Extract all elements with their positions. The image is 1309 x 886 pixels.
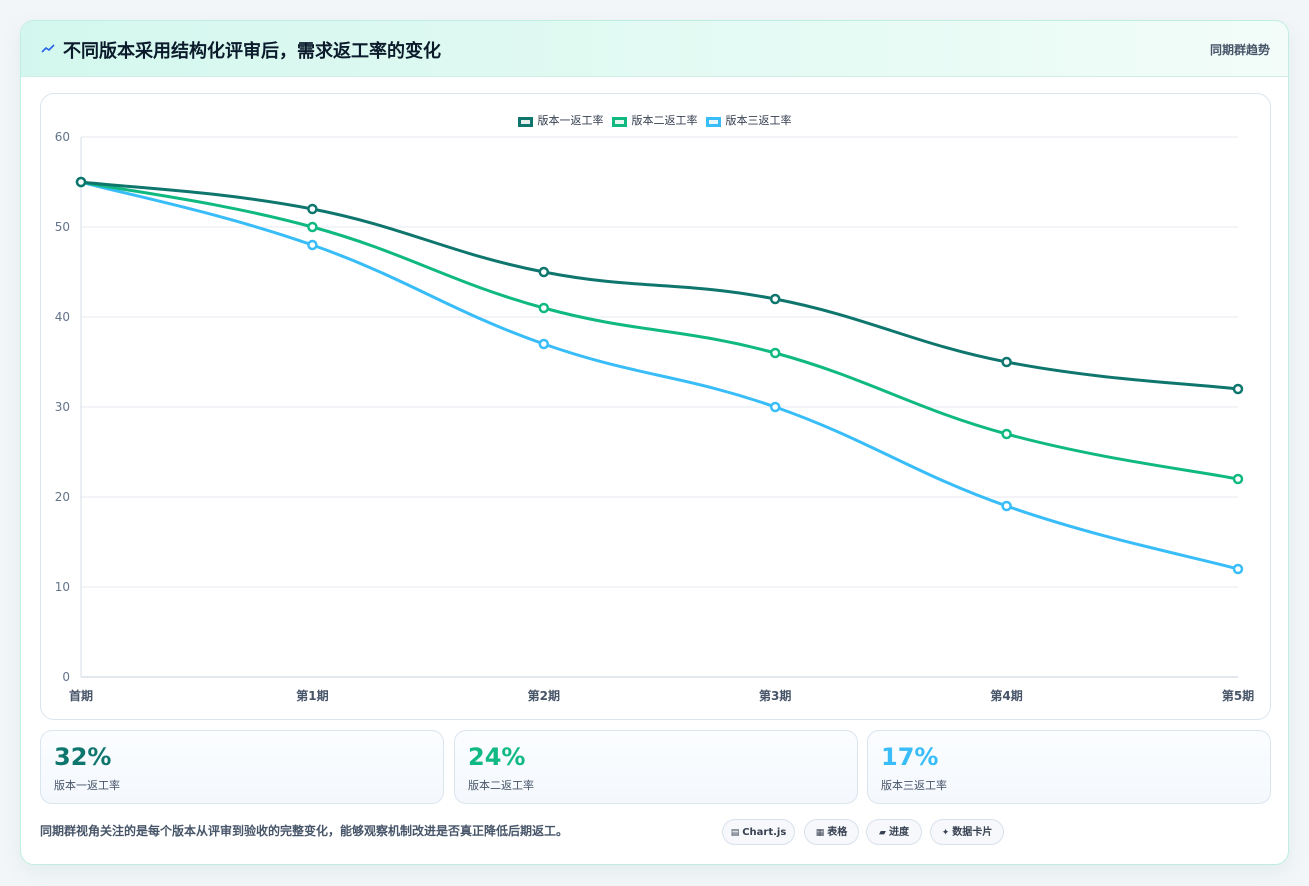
header-tag: 同期群趋势 <box>1209 43 1270 57</box>
pill-progress[interactable]: ▰ 进度 <box>866 819 922 845</box>
series-line-2 <box>79 180 1240 481</box>
y-tick-label: 50 <box>55 220 70 234</box>
x-tick-label: 第4期 <box>990 688 1022 703</box>
stat-value: 17% <box>881 743 939 771</box>
data-point-series-1 <box>75 176 87 188</box>
sparkle-icon: ✦ <box>941 828 950 838</box>
pill-table[interactable]: ▦ 表格 <box>804 819 859 845</box>
data-point-series-3 <box>1001 500 1012 512</box>
y-tick-label: 30 <box>55 400 70 414</box>
data-point-series-2 <box>307 221 318 233</box>
y-tick-label: 10 <box>55 580 70 594</box>
series-line-3 <box>79 180 1240 571</box>
x-tick-label: 第5期 <box>1222 688 1254 703</box>
stat-card-series-3: 17% 版本三返工率 <box>867 730 1271 804</box>
y-tick-label: 20 <box>55 490 70 504</box>
pill-label: Chart.js <box>742 827 787 838</box>
line-chart: 0 10 20 30 40 50 60 首期 第1期 第2期 第3期 第4期 第5期 <box>55 130 1254 703</box>
y-tick-label: 0 <box>62 670 70 684</box>
data-point-series-3 <box>769 401 781 413</box>
y-tick-label: 40 <box>55 310 70 324</box>
data-point-series-2 <box>1232 473 1244 485</box>
data-point-series-1 <box>1232 383 1244 395</box>
pill-label: 表格 <box>827 827 848 838</box>
stat-label: 版本三返工率 <box>881 779 947 792</box>
trend-icon <box>41 44 55 53</box>
stat-card-series-2: 24% 版本二返工率 <box>454 730 858 804</box>
pill-data-card[interactable]: ✦ 数据卡片 <box>930 819 1004 845</box>
card-header: 不同版本采用结构化评审后，需求返工率的变化 同期群趋势 <box>21 21 1288 77</box>
data-point-series-2 <box>769 347 781 359</box>
progress-icon: ▰ <box>879 828 886 838</box>
pill-label: 数据卡片 <box>952 827 993 838</box>
x-tick-label: 首期 <box>69 688 93 703</box>
page-title: 不同版本采用结构化评审后，需求返工率的变化 <box>63 41 441 62</box>
chart-icon: ▤ <box>730 828 740 838</box>
legend-swatch-series-1 <box>517 117 533 127</box>
dashboard-card: 不同版本采用结构化评审后，需求返工率的变化 同期群趋势 版本一返工率 版本二返工… <box>20 20 1289 865</box>
data-point-series-3 <box>1232 563 1244 575</box>
stat-card-series-1: 32% 版本一返工率 <box>40 730 444 804</box>
data-point-series-1 <box>307 203 318 215</box>
table-icon: ▦ <box>815 828 825 838</box>
series-line-1 <box>79 180 1240 391</box>
legend-item-series-2[interactable]: 版本二返工率 <box>611 112 698 128</box>
data-point-series-1 <box>769 293 781 305</box>
data-point-series-3 <box>307 239 318 251</box>
legend-swatch-series-2 <box>611 117 627 127</box>
stat-value: 24% <box>468 743 526 771</box>
data-point-series-1 <box>538 266 550 278</box>
data-point-series-2 <box>538 302 550 314</box>
legend-label-series-1: 版本一返工率 <box>537 114 604 127</box>
legend-label-series-3: 版本三返工率 <box>725 114 792 127</box>
stat-value: 32% <box>54 743 112 771</box>
pill-chartjs[interactable]: ▤ Chart.js <box>722 819 795 845</box>
footnote: 同期群视角关注的是每个版本从评审到验收的完整变化，能够观察机制改进是否真正降低后… <box>40 824 569 838</box>
x-tick-label: 第1期 <box>296 688 328 703</box>
data-point-series-3 <box>538 338 550 350</box>
x-tick-label: 第2期 <box>528 688 560 703</box>
x-tick-label: 第3期 <box>759 688 791 703</box>
chart-legend: 版本一返工率 版本二返工率 版本三返工率 <box>21 112 1288 128</box>
legend-swatch-series-3 <box>705 117 721 127</box>
legend-item-series-3[interactable]: 版本三返工率 <box>705 112 792 128</box>
y-tick-label: 60 <box>55 130 70 144</box>
data-point-series-2 <box>1001 428 1012 440</box>
stat-label: 版本二返工率 <box>468 779 534 792</box>
pill-label: 进度 <box>888 827 909 838</box>
data-point-series-1 <box>1001 356 1012 368</box>
legend-item-series-1[interactable]: 版本一返工率 <box>517 112 604 128</box>
stat-label: 版本一返工率 <box>54 779 120 792</box>
legend-label-series-2: 版本二返工率 <box>631 114 698 127</box>
